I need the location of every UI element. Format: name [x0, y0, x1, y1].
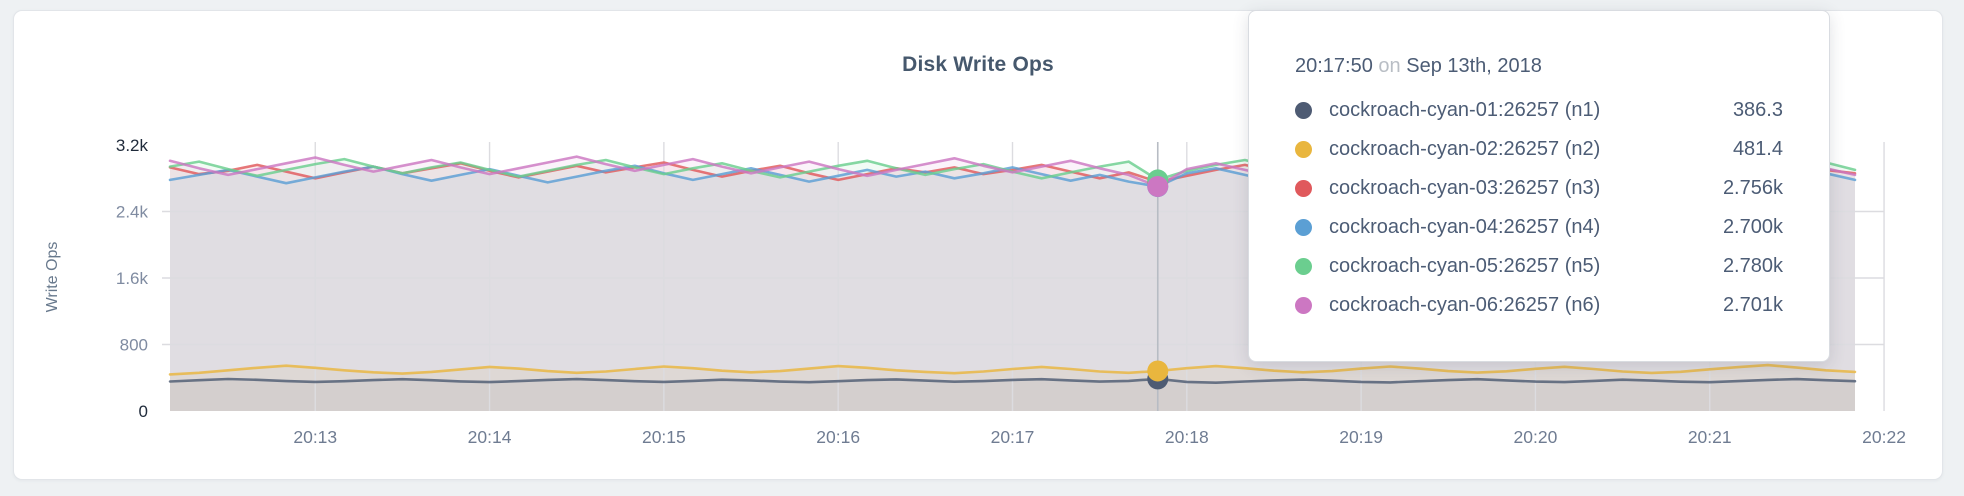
x-axis-tick-label: 20:17: [991, 427, 1035, 447]
x-axis-tick-label: 20:13: [293, 427, 337, 447]
x-axis-tick-label: 20:21: [1688, 427, 1732, 447]
x-axis-tick-label: 20:18: [1165, 427, 1209, 447]
series-name: cockroach-cyan-04:26257 (n4): [1329, 216, 1601, 238]
series-color-dot-icon: [1295, 258, 1312, 275]
series-value: 2.700k: [1722, 216, 1783, 238]
series-color-dot-icon: [1295, 102, 1312, 119]
y-axis-tick-label: 3.2k: [116, 136, 149, 155]
series-name: cockroach-cyan-02:26257 (n2): [1329, 138, 1601, 160]
tooltip-row: cockroach-cyan-04:26257 (n4) 2.700k: [1295, 208, 1783, 247]
hover-tooltip: 20:17:50 on Sep 13th, 2018 cockroach-cya…: [1248, 10, 1830, 362]
x-axis-tick-label: 20:20: [1514, 427, 1558, 447]
hover-point-dot: [1147, 175, 1169, 197]
series-value: 2.756k: [1722, 177, 1783, 199]
tooltip-date: Sep 13th, 2018: [1406, 55, 1542, 77]
series-line: [168, 363, 1857, 376]
tooltip-series-list: cockroach-cyan-01:26257 (n1) 386.3 cockroa…: [1295, 91, 1783, 325]
tooltip-row: cockroach-cyan-06:26257 (n6) 2.701k: [1295, 286, 1783, 325]
y-axis-tick-label: 1.6k: [116, 269, 149, 288]
chart-title: Disk Write Ops: [902, 53, 1054, 76]
tooltip-header: 20:17:50 on Sep 13th, 2018: [1295, 55, 1783, 78]
series-name: cockroach-cyan-03:26257 (n3): [1329, 177, 1601, 199]
x-axis-tick-label: 20:15: [642, 427, 686, 447]
series-color-dot-icon: [1295, 219, 1312, 236]
y-axis-tick-label: 0: [139, 402, 148, 421]
y-axis-tick-label: 800: [120, 336, 148, 355]
series-value: 2.701k: [1722, 294, 1783, 316]
tooltip-on-word: on: [1378, 55, 1401, 77]
tooltip-row: cockroach-cyan-02:26257 (n2) 481.4: [1295, 130, 1783, 169]
series-value: 2.780k: [1722, 255, 1783, 277]
x-axis-tick-label: 20:22: [1862, 427, 1906, 447]
series-color-dot-icon: [1295, 141, 1312, 158]
series-color-dot-icon: [1295, 180, 1312, 197]
x-axis-tick-label: 20:16: [816, 427, 860, 447]
x-axis-tick-label: 20:14: [468, 427, 512, 447]
y-axis-tick-label: 2.4k: [116, 203, 149, 222]
y-axis-title: Write Ops: [44, 242, 61, 313]
hover-point-dot: [1147, 360, 1169, 382]
tooltip-row: cockroach-cyan-05:26257 (n5) 2.780k: [1295, 247, 1783, 286]
series-name: cockroach-cyan-06:26257 (n6): [1329, 294, 1601, 316]
series-value: 386.3: [1732, 99, 1783, 121]
tooltip-time: 20:17:50: [1295, 55, 1373, 77]
series-value: 481.4: [1732, 138, 1783, 160]
series-name: cockroach-cyan-01:26257 (n1): [1329, 99, 1601, 121]
x-axis-tick-label: 20:19: [1339, 427, 1383, 447]
series-name: cockroach-cyan-05:26257 (n5): [1329, 255, 1601, 277]
tooltip-row: cockroach-cyan-01:26257 (n1) 386.3: [1295, 91, 1783, 130]
tooltip-row: cockroach-cyan-03:26257 (n3) 2.756k: [1295, 169, 1783, 208]
series-line: [168, 377, 1857, 385]
series-color-dot-icon: [1295, 297, 1312, 314]
